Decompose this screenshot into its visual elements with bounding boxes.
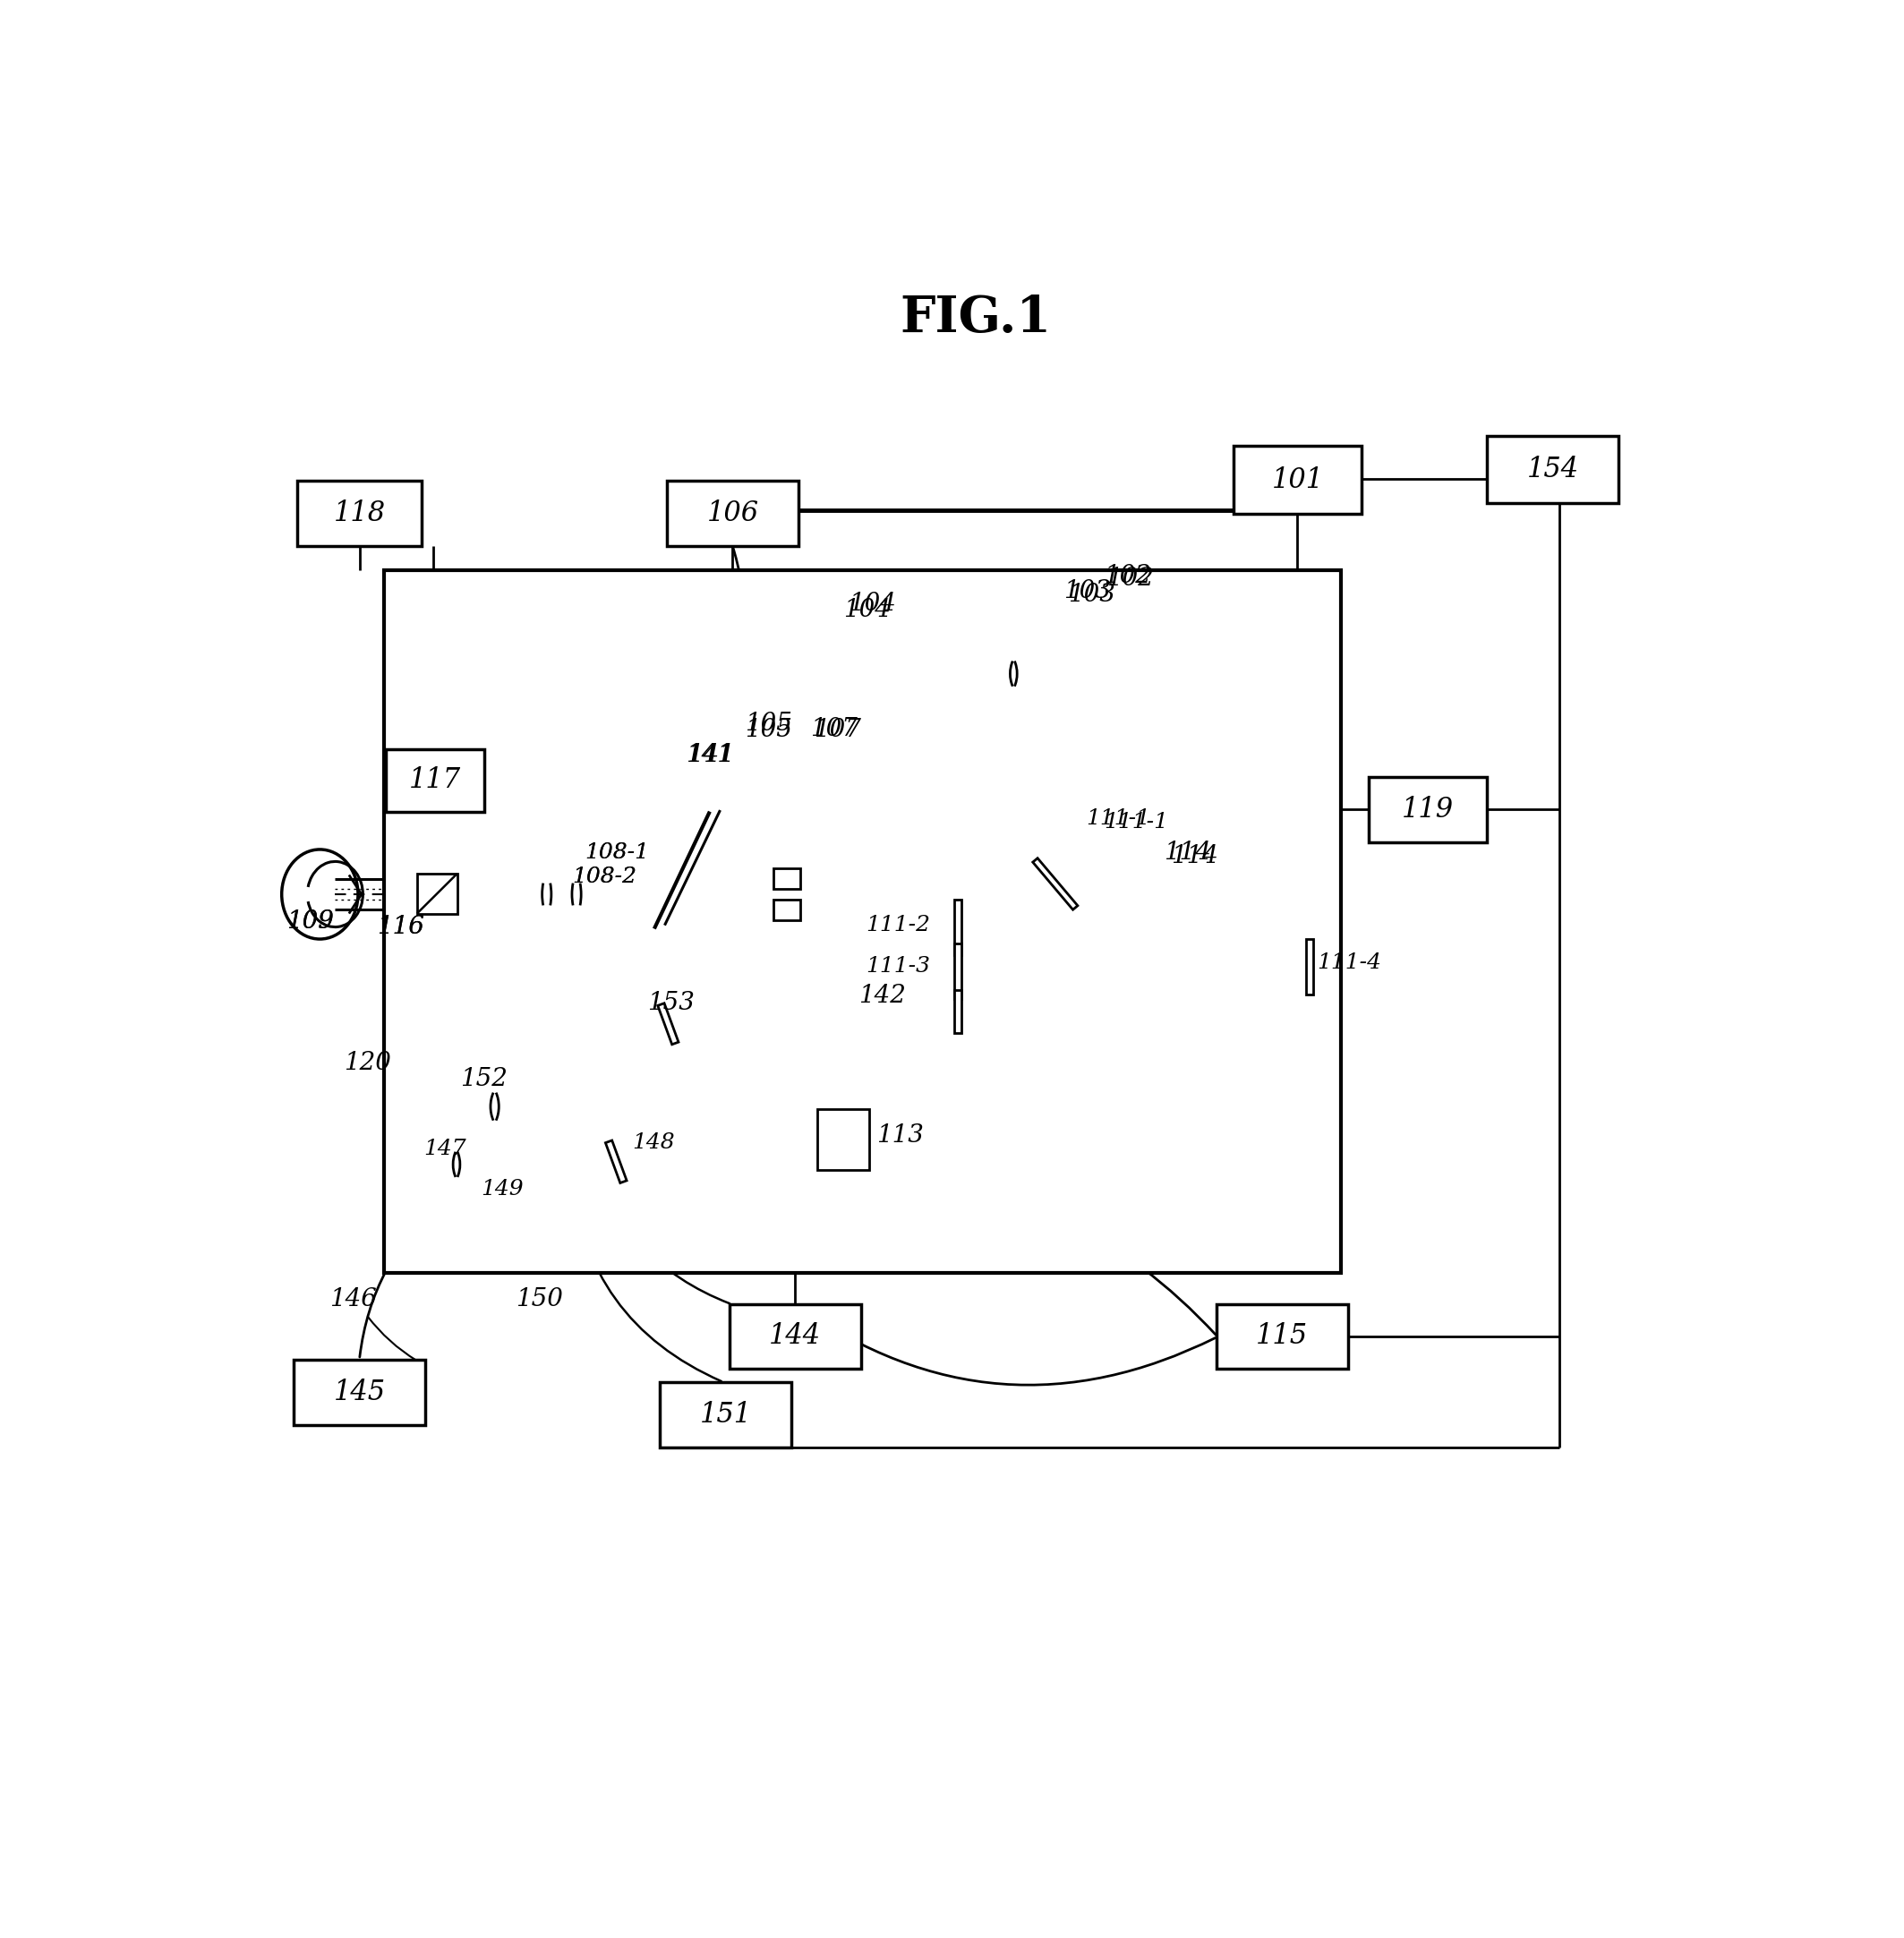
Text: 149: 149 — [482, 1178, 524, 1200]
Text: 109: 109 — [288, 909, 333, 934]
Bar — [385, 570, 1340, 1273]
Text: 104: 104 — [843, 599, 891, 622]
Text: 111-2: 111-2 — [866, 915, 931, 936]
Text: 117: 117 — [409, 767, 461, 795]
Bar — [1234, 446, 1361, 514]
Text: 108-2: 108-2 — [573, 866, 636, 888]
Bar — [1217, 1304, 1348, 1368]
Bar — [297, 481, 423, 547]
Text: 108-2: 108-2 — [573, 866, 636, 888]
Bar — [387, 750, 484, 812]
Bar — [417, 874, 457, 913]
Bar — [661, 1382, 792, 1448]
Bar — [1306, 940, 1314, 994]
Text: 114: 114 — [1171, 845, 1219, 868]
Bar — [773, 868, 800, 890]
Text: 145: 145 — [333, 1378, 385, 1407]
Text: 113: 113 — [876, 1124, 923, 1147]
Text: 144: 144 — [769, 1322, 821, 1351]
Bar — [954, 944, 962, 998]
Text: 107: 107 — [811, 717, 857, 740]
Text: 102: 102 — [1104, 564, 1152, 587]
Text: 114: 114 — [1163, 841, 1211, 864]
Bar — [1369, 777, 1487, 843]
Bar — [293, 1360, 425, 1424]
Text: FIG.1: FIG.1 — [901, 293, 1051, 343]
Bar — [954, 990, 962, 1033]
Text: 103: 103 — [1068, 581, 1116, 607]
Text: 111-1: 111-1 — [1085, 808, 1150, 829]
Text: 106: 106 — [706, 500, 758, 527]
Text: 107: 107 — [813, 719, 861, 742]
Polygon shape — [657, 1004, 678, 1045]
Text: 111-1: 111-1 — [1104, 812, 1169, 831]
Text: 108-1: 108-1 — [585, 843, 649, 862]
Text: 104: 104 — [849, 591, 895, 616]
Bar — [1487, 436, 1618, 502]
Text: 141: 141 — [687, 742, 735, 767]
Text: 105: 105 — [744, 719, 792, 742]
Text: 151: 151 — [699, 1401, 752, 1428]
Text: 111-4: 111-4 — [1318, 953, 1380, 973]
Text: 142: 142 — [859, 985, 906, 1008]
Text: 147: 147 — [425, 1140, 466, 1159]
Text: 148: 148 — [632, 1132, 674, 1153]
Text: 153: 153 — [647, 990, 695, 1016]
Bar — [666, 481, 798, 547]
Text: 150: 150 — [516, 1287, 564, 1312]
Polygon shape — [1032, 859, 1078, 909]
Text: 105: 105 — [744, 711, 792, 735]
Text: 109: 109 — [288, 909, 333, 934]
Text: 119: 119 — [1401, 797, 1455, 824]
Text: 102: 102 — [1106, 566, 1154, 591]
Text: 154: 154 — [1527, 455, 1578, 483]
Bar — [954, 899, 962, 955]
Bar — [619, 1099, 653, 1141]
Text: 120: 120 — [345, 1050, 392, 1076]
Text: 141: 141 — [685, 742, 733, 767]
Polygon shape — [605, 1140, 626, 1182]
Bar — [729, 1304, 861, 1368]
Text: 116: 116 — [377, 915, 425, 940]
Text: 111-3: 111-3 — [866, 955, 931, 977]
Text: 108-1: 108-1 — [585, 843, 649, 862]
Bar — [579, 1093, 611, 1147]
Text: 118: 118 — [333, 500, 385, 527]
Text: 103: 103 — [1064, 579, 1110, 603]
Bar — [817, 1109, 870, 1171]
Text: 101: 101 — [1272, 467, 1323, 494]
Text: 116: 116 — [377, 915, 425, 940]
Text: 152: 152 — [461, 1068, 506, 1091]
Bar — [773, 899, 800, 921]
Text: 115: 115 — [1257, 1322, 1308, 1351]
Text: 146: 146 — [329, 1287, 377, 1312]
